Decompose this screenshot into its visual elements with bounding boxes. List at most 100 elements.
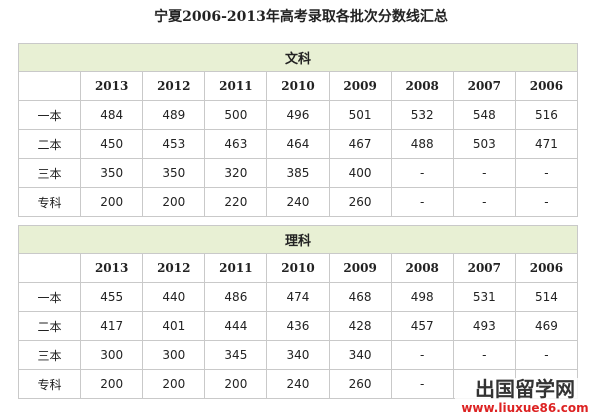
score-cell: 468 (328, 282, 392, 312)
year-cell: 2008 (390, 253, 454, 283)
score-cell: - (514, 340, 579, 370)
row-label: 一本 (17, 282, 82, 312)
score-cell: 300 (142, 340, 206, 370)
data-row: 一本 484 489 500 496 501 532 548 516 (17, 100, 579, 130)
score-cell: 345 (204, 340, 268, 370)
year-cell: 2013 (80, 71, 144, 101)
watermark: 出国留学网 www.liuxue86.com (455, 378, 595, 416)
score-cell: - (452, 158, 516, 188)
row-label: 专科 (17, 187, 82, 217)
score-cell: 463 (204, 129, 268, 159)
score-cell: 401 (142, 311, 206, 341)
score-cell: 531 (452, 282, 516, 312)
score-cell: 501 (328, 100, 392, 130)
data-row: 三本 350 350 320 385 400- - - (17, 158, 579, 188)
score-cell: 400 (328, 158, 392, 188)
year-cell: 2011 (204, 253, 268, 283)
score-cell: 489 (142, 100, 206, 130)
score-cell: 500 (204, 100, 268, 130)
score-cell: 200 (80, 187, 144, 217)
score-cell: 350 (142, 158, 206, 188)
watermark-url: www.liuxue86.com (461, 401, 589, 415)
score-cell: 450 (80, 129, 144, 159)
score-cell: 488 (390, 129, 454, 159)
score-cell: 417 (80, 311, 144, 341)
score-cell: 496 (266, 100, 330, 130)
corner-cell (17, 71, 82, 101)
year-row: 2013 2012 2011 2010 2009 2008 2007 2006 (17, 71, 579, 101)
score-cell: - (390, 187, 454, 217)
year-cell: 2010 (266, 71, 330, 101)
year-cell: 2011 (204, 71, 268, 101)
year-row: 2013 2012 2011 2010 2009 2008 2007 2006 (17, 253, 579, 283)
year-cell: 2010 (266, 253, 330, 283)
score-cell: 532 (390, 100, 454, 130)
score-cell: 385 (266, 158, 330, 188)
data-row: 专科 200 200 220 240 260- - - (17, 187, 579, 217)
score-cell: - (390, 158, 454, 188)
year-cell: 2007 (452, 71, 516, 101)
score-cell: 484 (80, 100, 144, 130)
score-cell: 320 (204, 158, 268, 188)
score-cell: 455 (80, 282, 144, 312)
score-cell: - (452, 187, 516, 217)
data-row: 二本 417 401 444 436 428 457 493 469 (17, 311, 579, 341)
score-cell: - (514, 158, 579, 188)
score-cell: 200 (142, 187, 206, 217)
score-cell: 503 (452, 129, 516, 159)
row-label: 二本 (17, 129, 82, 159)
score-cell: - (514, 187, 579, 217)
score-cell: 300 (80, 340, 144, 370)
title: 宁夏2006-2013年高考录取各批次分数线汇总 (154, 9, 448, 25)
score-cell: 548 (452, 100, 516, 130)
row-label: 三本 (17, 340, 82, 370)
year-cell: 2007 (452, 253, 516, 283)
score-cell: 471 (514, 129, 579, 159)
score-cell: 457 (390, 311, 454, 341)
score-table: 理科 2013 2012 2011 2010 2009 2008 2007 2006 一本 455 4… (17, 225, 579, 399)
row-label: 专科 (17, 369, 82, 399)
score-cell: 474 (266, 282, 330, 312)
score-cell: 340 (266, 340, 330, 370)
section-name: 理科 (18, 225, 578, 254)
row-label: 三本 (17, 158, 82, 188)
year-cell: 2009 (328, 71, 392, 101)
section-row: 文科 (18, 43, 578, 72)
score-table: 文科 2013 2012 2011 2010 2009 2008 2007 2006 一本 484 4… (17, 43, 579, 217)
score-cell: - (390, 369, 454, 399)
score-cell: 516 (514, 100, 579, 130)
score-cell: 260 (328, 369, 392, 399)
score-cell: 200 (80, 369, 144, 399)
section-row: 理科 (18, 225, 578, 254)
score-cell: 200 (204, 369, 268, 399)
year-cell: 2006 (514, 71, 579, 101)
score-cell: 220 (204, 187, 268, 217)
corner-cell (17, 253, 82, 283)
score-cell: 240 (266, 369, 330, 399)
row-label: 一本 (17, 100, 82, 130)
score-cell: 469 (514, 311, 579, 341)
score-cell: 240 (266, 187, 330, 217)
score-cell: 260 (328, 187, 392, 217)
section-name: 文科 (18, 43, 578, 72)
score-cell: 436 (266, 311, 330, 341)
score-cell: 340 (328, 340, 392, 370)
year-cell: 2009 (328, 253, 392, 283)
score-cell: 200 (142, 369, 206, 399)
watermark-brand: 出国留学网 (475, 377, 575, 401)
score-cell: 428 (328, 311, 392, 341)
data-row: 一本 455 440 486 474 468 498 531 514 (17, 282, 579, 312)
score-cell: 493 (452, 311, 516, 341)
data-row: 二本 450 453 463 464 467 488 503 471 (17, 129, 579, 159)
score-cell: 514 (514, 282, 579, 312)
score-cell: - (390, 340, 454, 370)
year-cell: 2008 (390, 71, 454, 101)
year-cell: 2012 (142, 71, 206, 101)
score-cell: 444 (204, 311, 268, 341)
row-label: 二本 (17, 311, 82, 341)
score-cell: 440 (142, 282, 206, 312)
score-cell: 464 (266, 129, 330, 159)
year-cell: 2006 (514, 253, 579, 283)
score-cell: - (452, 340, 516, 370)
